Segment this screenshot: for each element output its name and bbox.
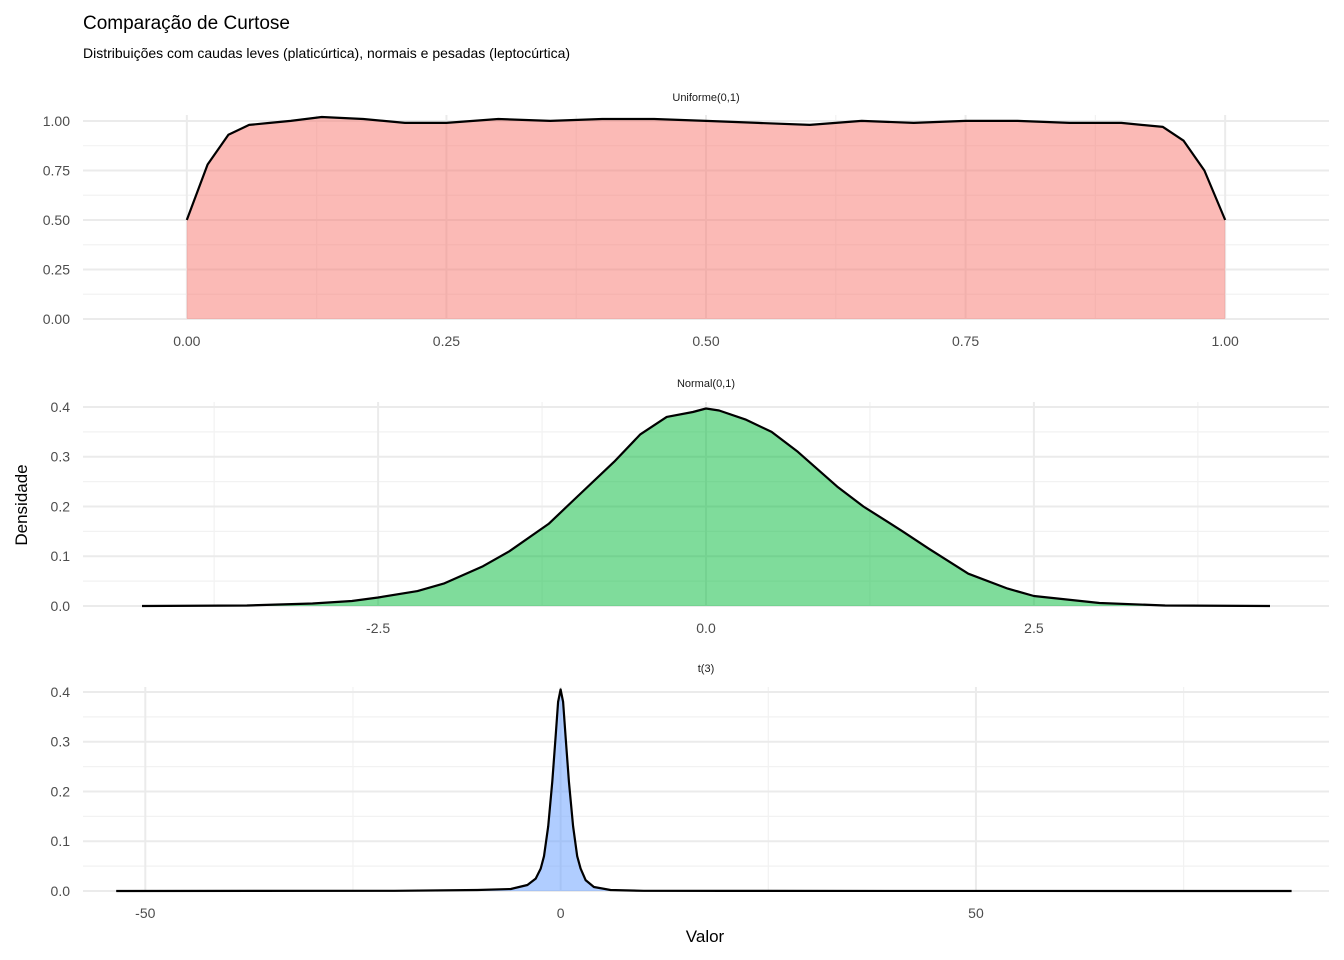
x-tick-label: -2.5 — [366, 620, 390, 636]
x-tick-label: 1.00 — [1212, 333, 1239, 349]
x-tick-label: 0.25 — [433, 333, 460, 349]
density-area — [186, 117, 1226, 319]
x-tick-label: -50 — [135, 905, 155, 921]
y-tick-label: 0.25 — [43, 261, 70, 277]
y-tick-label: 0.1 — [51, 548, 71, 564]
y-tick-label: 0.50 — [43, 212, 70, 228]
x-tick-label: 50 — [968, 905, 984, 921]
y-tick-label: 0.4 — [51, 399, 71, 415]
y-tick-label: 0.0 — [51, 883, 71, 899]
facet-panel: Uniforme(0,1) 0.00 0.25 0.50 0.75 1.00 0.00 0.2… — [43, 92, 1329, 349]
y-tick-label: 0.75 — [43, 162, 70, 178]
y-tick-label: 0.3 — [51, 449, 71, 465]
x-tick-label: 0 — [557, 905, 565, 921]
y-tick-label: 0.3 — [51, 734, 71, 750]
density-area — [116, 689, 1292, 891]
density-area — [142, 408, 1270, 606]
x-tick-label: 0.00 — [173, 333, 200, 349]
facet-panel: t(3) -50 0 50 0.0 0.1 0.2 0.3 0.4 — [51, 663, 1329, 921]
x-tick-label: 2.5 — [1024, 620, 1044, 636]
x-axis-title: Valor — [686, 927, 725, 946]
chart-subtitle: Distribuições com caudas leves (platicúr… — [83, 45, 570, 61]
y-tick-label: 0.2 — [51, 498, 71, 514]
chart-title: Comparação de Curtose — [83, 13, 290, 34]
facet-panels: Uniforme(0,1)0.00 0.25 0.50 0.75 1.000.000.2… — [43, 92, 1329, 921]
y-axis-title: Densidade — [12, 464, 31, 545]
y-tick-label: 1.00 — [43, 113, 70, 129]
y-tick-label: 0.4 — [51, 684, 71, 700]
y-tick-label: 0.1 — [51, 833, 71, 849]
x-tick-label: 0.75 — [952, 333, 979, 349]
facet-panel: Normal(0,1) -2.5 0.0 2.5 0.0 0.1 0.2 0.3 0.4 — [51, 378, 1329, 636]
x-tick-label: 0.50 — [692, 333, 719, 349]
facet-strip-label: Uniforme(0,1) — [672, 92, 739, 104]
density-curve — [116, 688, 1292, 893]
density-curve — [141, 407, 1271, 608]
density-curve — [185, 115, 1227, 221]
facet-strip-label: Normal(0,1) — [677, 378, 735, 390]
facet-strip-label: t(3) — [698, 663, 715, 675]
y-tick-label: 0.0 — [51, 598, 71, 614]
x-tick-label: 0.0 — [696, 620, 716, 636]
y-tick-label: 0.2 — [51, 783, 71, 799]
y-tick-label: 0.00 — [43, 311, 70, 327]
